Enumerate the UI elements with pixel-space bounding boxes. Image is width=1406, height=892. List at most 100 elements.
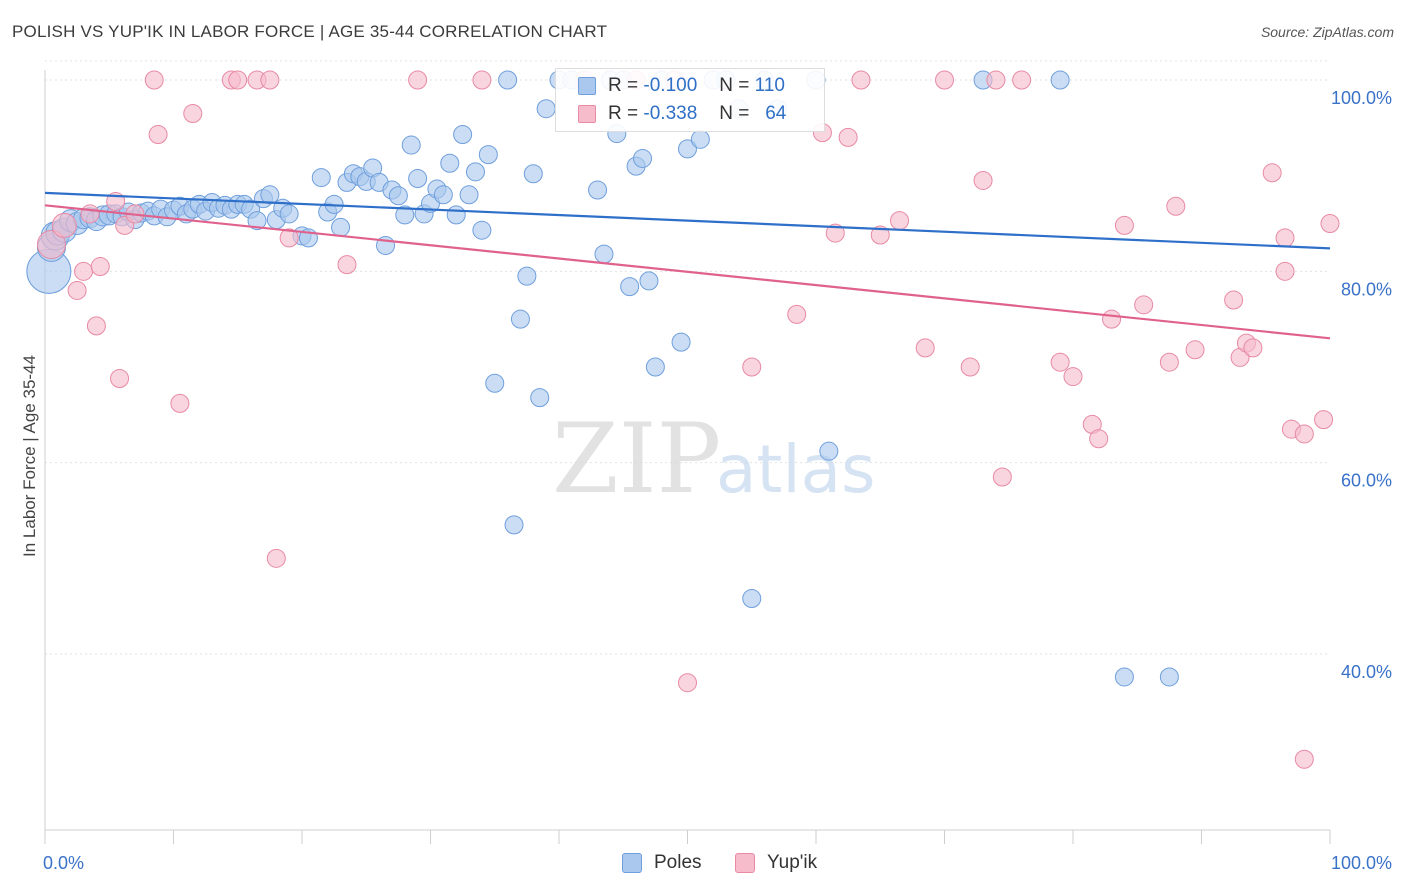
poles-point [279, 204, 299, 224]
poles-point [247, 211, 267, 231]
legend-row-yupik: R = -0.338 N = 64 [578, 101, 786, 127]
poles-point [472, 220, 492, 240]
legend-n-label: N = [719, 75, 750, 96]
legend-n-value: 110 [754, 75, 785, 96]
poles-point [1050, 70, 1070, 90]
watermark: ZIP atlas [552, 403, 876, 515]
poles-point [594, 244, 614, 264]
yupik-point [1134, 295, 1154, 315]
poles-point [536, 99, 556, 119]
yupik-point [1185, 340, 1205, 360]
yupik-point [678, 673, 697, 693]
poles-point [690, 129, 710, 149]
poles-point [639, 271, 659, 291]
yupik-point [51, 212, 77, 238]
poles-point [440, 153, 460, 173]
yupik-point [80, 204, 100, 224]
poles-point [517, 266, 537, 286]
poles-swatch [578, 77, 596, 95]
poles-point [678, 139, 697, 159]
yupik-point [266, 548, 286, 568]
poles-point [671, 332, 691, 352]
yupik-point [1063, 367, 1083, 387]
series-legend: Poles Yup'ik [0, 852, 1406, 878]
yupik-point [742, 357, 762, 377]
yupik-point [90, 257, 110, 277]
yupik-point [472, 70, 492, 90]
legend-r-value: -0.100 [643, 75, 698, 96]
legend-item-poles: Poles [622, 852, 702, 874]
legend-r-label: R = [608, 103, 639, 124]
yupik-point [992, 467, 1012, 487]
yupik-point [337, 255, 357, 275]
x-tick-label-min: 0.0% [43, 853, 84, 873]
yupik-point [144, 70, 164, 90]
poles-point [1159, 667, 1179, 687]
poles-point [311, 168, 331, 188]
yupik-point [1224, 290, 1244, 310]
legend-r-value: -0.338 [643, 103, 698, 124]
y-tick-label: 60.0% [1341, 471, 1392, 491]
watermark-zip: ZIP [552, 403, 721, 515]
poles-point [633, 148, 653, 168]
poles-point [388, 186, 408, 206]
poles-point [478, 145, 498, 165]
yupik-point [1262, 163, 1282, 183]
yupik-point [973, 170, 993, 190]
y-axis-title: In Labor Force | Age 35-44 [20, 355, 39, 557]
yupik-point [915, 338, 935, 358]
yupik-point [1294, 424, 1314, 444]
poles-point [485, 373, 505, 393]
poles-point [620, 277, 640, 297]
poles-point [401, 135, 421, 155]
yupik-point [1089, 429, 1109, 449]
poles-point [819, 441, 839, 461]
poles-point [260, 185, 280, 205]
yupik-point [110, 368, 130, 388]
axis-labels: 100.0% 80.0% 60.0% 40.0% 0.0% 100.0% In Labor … [20, 88, 1392, 873]
poles-point [465, 162, 485, 182]
yupik-point [1102, 309, 1122, 329]
yupik-point [787, 304, 807, 324]
poles-point [446, 205, 466, 225]
poles-point [523, 164, 543, 184]
axes [44, 70, 1331, 844]
legend-item-yupik: Yup'ik [735, 852, 817, 874]
poles-point [1114, 667, 1134, 687]
y-tick-label: 80.0% [1341, 279, 1392, 299]
y-tick-label: 100.0% [1331, 88, 1392, 108]
legend-r-label: R = [608, 75, 639, 96]
yupik-point [960, 357, 980, 377]
x-tick-label-max: 100.0% [1331, 853, 1392, 873]
trend-lines [44, 191, 1331, 340]
yupik-swatch [578, 105, 596, 123]
correlation-legend: R = -0.100 N = 110 R = -0.338 N = 64 [555, 68, 825, 132]
yupik-point [1294, 749, 1314, 769]
poles-point [395, 205, 415, 225]
poles-point [510, 309, 530, 329]
yupik-point [86, 316, 106, 336]
yupik-point [1275, 261, 1295, 281]
grid-lines [45, 60, 1330, 655]
poles-legend-label: Poles [654, 852, 702, 873]
yupik-point [1314, 410, 1334, 430]
yupik-point [67, 280, 87, 300]
legend-n-value: 64 [765, 103, 787, 124]
poles-point [433, 185, 453, 205]
poles-point [530, 388, 550, 408]
poles-legend-swatch [622, 853, 642, 873]
yupik-point [1275, 228, 1295, 248]
yupik-point [838, 127, 858, 147]
poles-point [742, 589, 762, 609]
yupik-point [148, 125, 168, 145]
yupik-point [1320, 214, 1340, 233]
yupik-point [36, 230, 66, 260]
poles-point [331, 217, 351, 237]
yupik-point [279, 228, 299, 248]
poles-point [459, 185, 479, 205]
yupik-point [851, 70, 871, 90]
yupik-point [170, 393, 190, 413]
yupik-point [260, 70, 280, 90]
yupik-point [74, 261, 94, 281]
